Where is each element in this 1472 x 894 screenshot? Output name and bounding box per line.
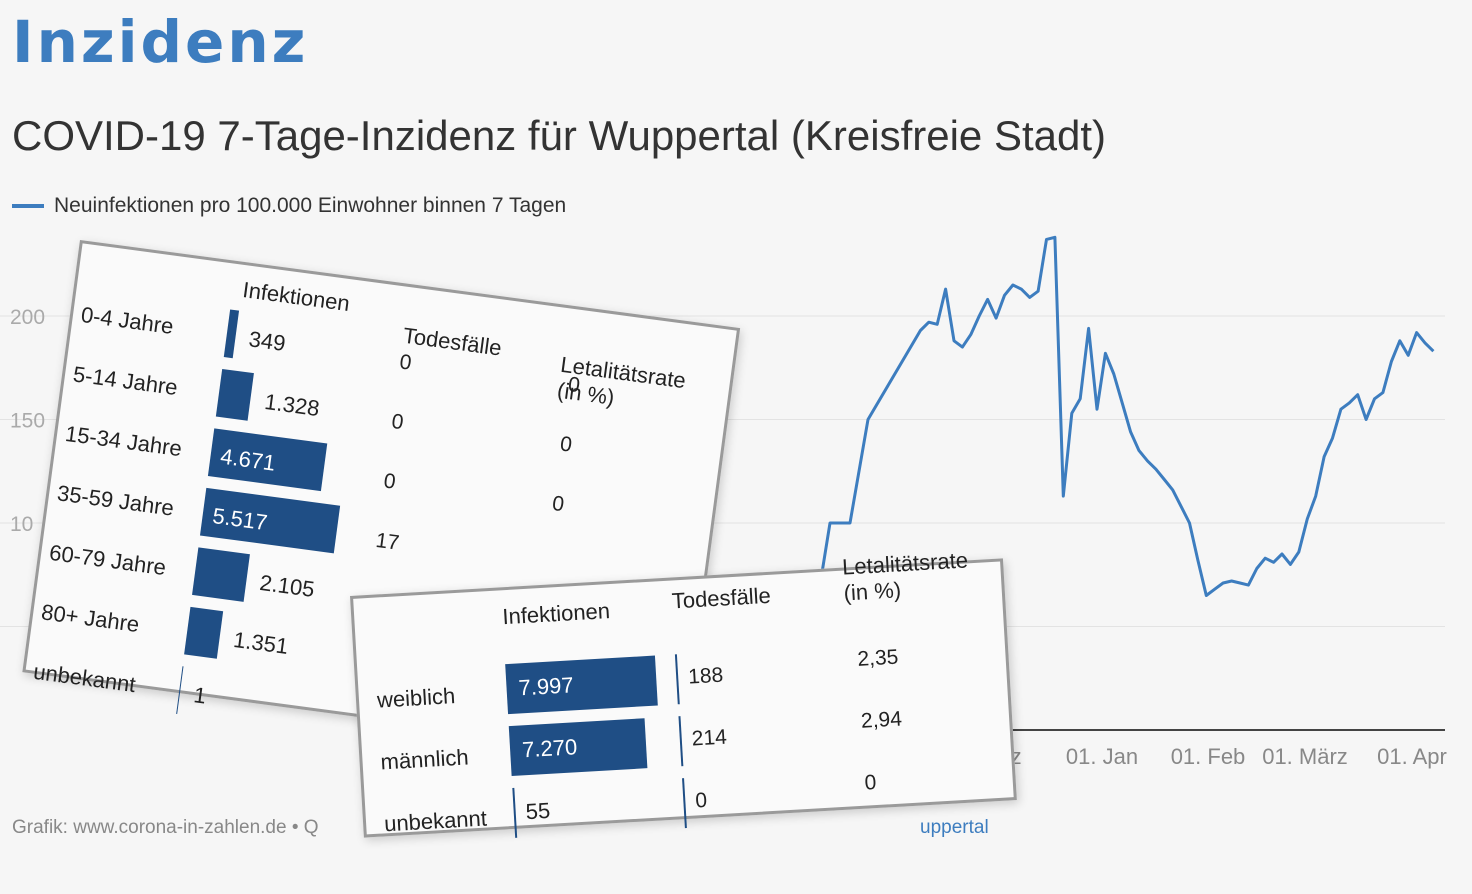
rate-value: 2,35 [856,645,899,671]
infection-value: 349 [247,326,288,356]
column-header: Infektionen [501,598,611,630]
infection-value: 7.270 [521,734,578,763]
rate-value: 0 [558,432,574,457]
x-tick-label: 01. Feb [1171,744,1246,769]
row-label: 15-34 Jahre [63,420,184,462]
row-label: 35-59 Jahre [55,480,176,521]
row-label: weiblich [376,683,456,713]
row-label: 5-14 Jahre [71,361,180,401]
rate-value: 0 [863,771,877,795]
deaths-value: 0 [382,469,397,494]
infection-bar [215,368,255,421]
column-header: Todesfälle [671,582,772,614]
row-label: 60-79 Jahre [47,539,168,581]
deaths-value: 0 [390,409,405,435]
deaths-value: 188 [687,663,724,689]
rate-value: 2,94 [860,707,903,733]
infection-bar [184,606,224,659]
legend-label: Neuinfektionen pro 100.000 Einwohner bin… [54,194,567,217]
infection-value: 1.351 [231,626,290,659]
column-header: Todesfälle [401,322,504,361]
column-header: Infektionen [241,277,352,317]
infection-bar [223,309,239,359]
deaths-value: 0 [398,350,413,375]
deaths-bar [678,716,684,767]
chart-title: COVID-19 7-Tage-Inzidenz für Wuppertal (… [12,112,1107,159]
infection-value: 7.997 [517,672,575,701]
infection-bar [192,547,250,602]
page-heading: Inzidenz [12,8,309,76]
sex-table: Infektionen Todesfälle Letalitätsrate (in %… [350,547,1017,838]
infection-value: 55 [524,797,551,825]
infection-value: 2.105 [258,569,317,602]
row-label: 0-4 Jahre [79,301,175,339]
y-tick-label: 10 [10,513,33,536]
source-link[interactable]: uppertal [920,817,989,838]
chart-source: Grafik: www.corona-in-zahlen.de • Q [12,817,319,838]
chart-legend[interactable]: Neuinfektionen pro 100.000 Einwohner bin… [12,194,566,218]
infection-value: 1.328 [263,388,321,422]
deaths-bar [674,654,680,705]
row-label: 80+ Jahre [39,599,141,638]
deaths-value: 0 [694,788,708,813]
y-tick-label: 200 [10,306,45,329]
x-tick-label: 01. März [1262,744,1348,769]
incidence-series-line [788,235,1435,690]
x-tick-label: 01. Jan [1066,744,1138,769]
deaths-value: 214 [691,725,728,751]
rate-value: 0 [550,491,566,517]
x-tick-label: 01. Apr [1377,744,1447,769]
deaths-value: 17 [374,528,401,555]
legend-line-swatch [12,204,44,208]
column-header: Letalitätsrate (in %) [841,547,969,606]
row-label: männlich [379,744,470,775]
y-tick-label: 150 [10,410,45,433]
